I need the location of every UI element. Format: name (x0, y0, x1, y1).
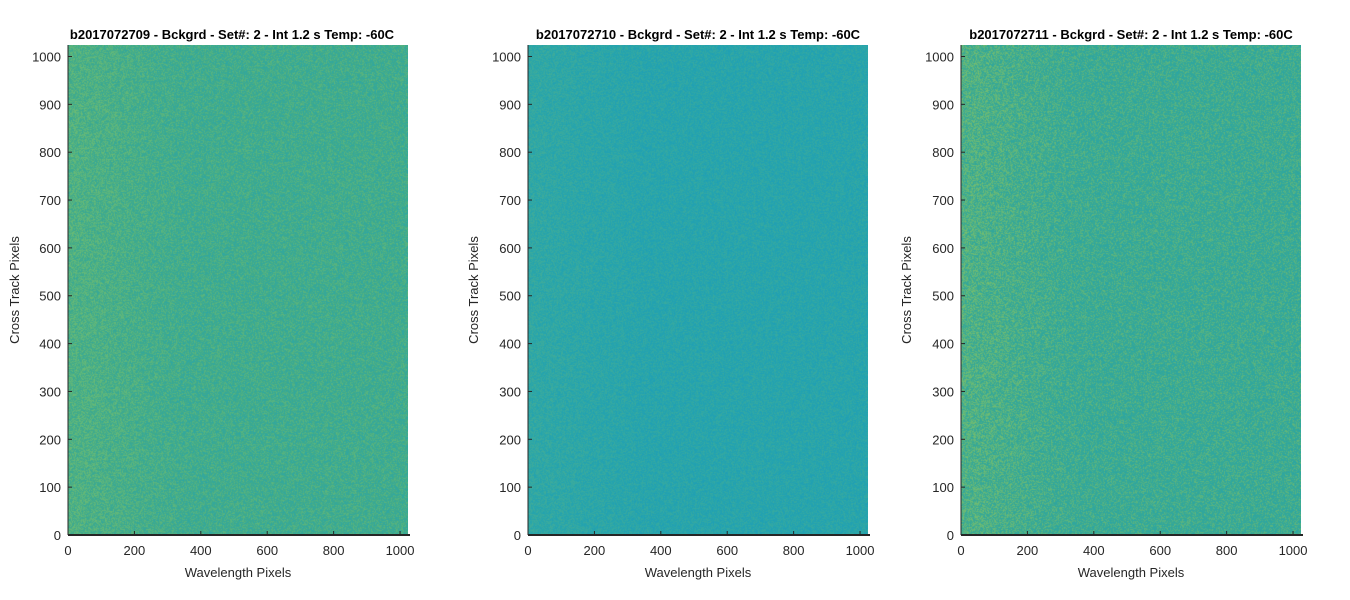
y-tick-label: 200 (39, 432, 61, 447)
y-tick-label: 1000 (925, 49, 954, 64)
x-tick-label: 0 (524, 543, 531, 558)
x-tick-label: 600 (1149, 543, 1171, 558)
y-axis-label: Cross Track Pixels (7, 236, 22, 344)
chart-title: b2017072709 - Bckgrd - Set#: 2 - Int 1.2… (70, 27, 395, 42)
heatmap-panel-3: b2017072711 - Bckgrd - Set#: 2 - Int 1.2… (893, 0, 1350, 600)
y-tick-label: 600 (499, 241, 521, 256)
x-tick-label: 200 (124, 543, 146, 558)
y-tick-label: 200 (499, 432, 521, 447)
chart-title: b2017072711 - Bckgrd - Set#: 2 - Int 1.2… (969, 27, 1293, 42)
y-tick-label: 1000 (492, 49, 521, 64)
axes: b2017072711 - Bckgrd - Set#: 2 - Int 1.2… (899, 27, 1308, 580)
x-tick-label: 0 (957, 543, 964, 558)
y-tick-label: 200 (932, 432, 954, 447)
y-tick-label: 800 (499, 145, 521, 160)
heatmap-image (528, 45, 868, 535)
x-tick-label: 400 (650, 543, 672, 558)
axes: b2017072710 - Bckgrd - Set#: 2 - Int 1.2… (466, 27, 875, 580)
x-tick-label: 200 (584, 543, 606, 558)
y-tick-label: 400 (932, 337, 954, 352)
x-axis-label: Wavelength Pixels (1078, 565, 1185, 580)
y-tick-label: 700 (932, 193, 954, 208)
y-tick-label: 0 (514, 528, 521, 543)
y-tick-label: 400 (39, 337, 61, 352)
y-tick-label: 300 (39, 384, 61, 399)
y-tick-label: 600 (932, 241, 954, 256)
x-tick-label: 1000 (846, 543, 875, 558)
y-tick-label: 800 (39, 145, 61, 160)
x-tick-label: 400 (190, 543, 212, 558)
y-tick-label: 900 (39, 97, 61, 112)
x-tick-label: 800 (323, 543, 345, 558)
y-axis-label: Cross Track Pixels (899, 236, 914, 344)
x-tick-label: 1000 (1279, 543, 1308, 558)
x-tick-label: 600 (716, 543, 738, 558)
y-tick-label: 500 (39, 289, 61, 304)
heatmap-panel-2: b2017072710 - Bckgrd - Set#: 2 - Int 1.2… (460, 0, 910, 600)
x-axis-label: Wavelength Pixels (645, 565, 752, 580)
x-tick-label: 400 (1083, 543, 1105, 558)
heatmap-image (68, 45, 408, 535)
x-tick-label: 1000 (386, 543, 415, 558)
y-tick-label: 0 (54, 528, 61, 543)
y-tick-label: 100 (39, 480, 61, 495)
y-tick-label: 600 (39, 241, 61, 256)
x-tick-label: 800 (783, 543, 805, 558)
x-tick-label: 600 (256, 543, 278, 558)
chart-title: b2017072710 - Bckgrd - Set#: 2 - Int 1.2… (536, 27, 861, 42)
y-tick-label: 900 (932, 97, 954, 112)
y-tick-label: 400 (499, 337, 521, 352)
y-tick-label: 300 (932, 384, 954, 399)
y-tick-label: 700 (499, 193, 521, 208)
heatmap-panel-1: b2017072709 - Bckgrd - Set#: 2 - Int 1.2… (0, 0, 450, 600)
y-tick-label: 1000 (32, 49, 61, 64)
y-axis-label: Cross Track Pixels (466, 236, 481, 344)
y-tick-label: 800 (932, 145, 954, 160)
y-tick-label: 900 (499, 97, 521, 112)
x-axis-label: Wavelength Pixels (185, 565, 292, 580)
y-tick-label: 500 (932, 289, 954, 304)
x-tick-label: 800 (1216, 543, 1238, 558)
y-tick-label: 700 (39, 193, 61, 208)
x-tick-label: 200 (1017, 543, 1039, 558)
y-tick-label: 100 (499, 480, 521, 495)
y-tick-label: 300 (499, 384, 521, 399)
heatmap-image (961, 45, 1301, 535)
axes: b2017072709 - Bckgrd - Set#: 2 - Int 1.2… (7, 27, 415, 580)
y-tick-label: 0 (947, 528, 954, 543)
x-tick-label: 0 (64, 543, 71, 558)
y-tick-label: 100 (932, 480, 954, 495)
y-tick-label: 500 (499, 289, 521, 304)
